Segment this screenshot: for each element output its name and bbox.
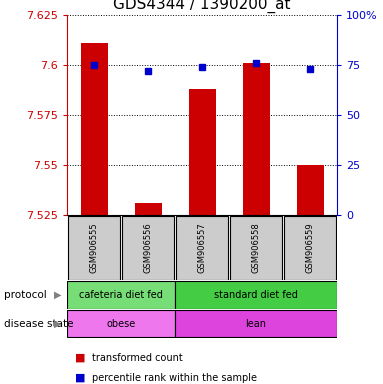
Bar bbox=[283, 216, 337, 280]
Bar bbox=[67, 281, 175, 309]
Text: GSM906558: GSM906558 bbox=[252, 222, 260, 273]
Bar bbox=[175, 310, 337, 337]
Bar bbox=[67, 310, 175, 337]
Text: lean: lean bbox=[246, 318, 267, 329]
Bar bbox=[242, 63, 270, 215]
Text: ■: ■ bbox=[75, 353, 85, 363]
Bar bbox=[296, 165, 324, 215]
Text: GSM906556: GSM906556 bbox=[144, 222, 152, 273]
Text: cafeteria diet fed: cafeteria diet fed bbox=[79, 290, 163, 300]
Text: GSM906557: GSM906557 bbox=[198, 222, 206, 273]
Text: percentile rank within the sample: percentile rank within the sample bbox=[92, 372, 257, 383]
Bar bbox=[229, 216, 283, 280]
Bar bbox=[67, 216, 121, 280]
Text: ▶: ▶ bbox=[54, 318, 61, 329]
Text: standard diet fed: standard diet fed bbox=[214, 290, 298, 300]
Text: ■: ■ bbox=[75, 372, 85, 383]
Text: ▶: ▶ bbox=[54, 290, 61, 300]
Title: GDS4344 / 1390200_at: GDS4344 / 1390200_at bbox=[113, 0, 291, 13]
Text: disease state: disease state bbox=[4, 318, 73, 329]
Text: GSM906559: GSM906559 bbox=[306, 222, 314, 273]
Bar bbox=[121, 216, 175, 280]
Bar bbox=[175, 216, 229, 280]
Text: protocol: protocol bbox=[4, 290, 47, 300]
Bar bbox=[134, 203, 162, 215]
Bar bbox=[80, 43, 108, 215]
Bar bbox=[175, 281, 337, 309]
Text: obese: obese bbox=[106, 318, 136, 329]
Bar bbox=[188, 89, 216, 215]
Text: transformed count: transformed count bbox=[92, 353, 183, 363]
Text: GSM906555: GSM906555 bbox=[90, 222, 98, 273]
